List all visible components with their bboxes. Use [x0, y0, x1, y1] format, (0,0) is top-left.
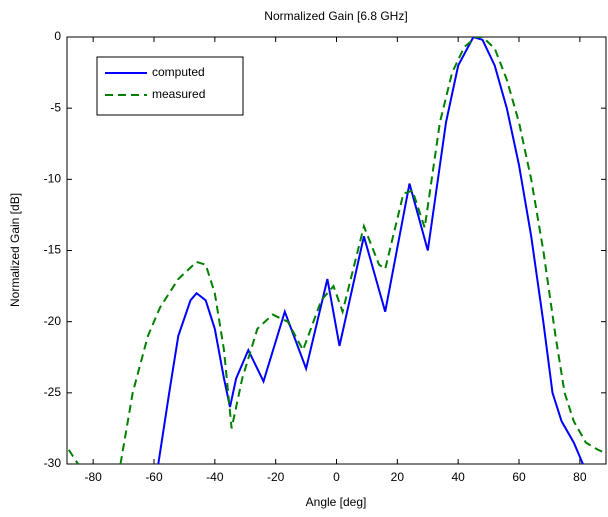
x-tick-label: 60 [512, 470, 526, 484]
y-tick-label: -15 [44, 243, 62, 257]
x-tick-label: -60 [145, 470, 163, 484]
legend-label: computed [152, 65, 205, 79]
x-tick-label: 80 [573, 470, 587, 484]
x-tick-label: 40 [451, 470, 465, 484]
legend-label: measured [152, 87, 205, 101]
x-tick-label: -20 [267, 470, 285, 484]
x-tick-label: -40 [206, 470, 224, 484]
y-tick-label: -5 [50, 100, 61, 114]
legend-box [96, 56, 244, 116]
series-line [157, 37, 584, 464]
y-tick-label: -10 [44, 172, 62, 186]
series-line [67, 37, 605, 464]
x-tick-label: 0 [333, 470, 340, 484]
y-tick-label: -20 [44, 314, 62, 328]
y-tick-label: -30 [44, 456, 62, 470]
x-axis-label: Angle [deg] [306, 495, 367, 509]
x-tick-label: 20 [391, 470, 405, 484]
x-tick-label: -80 [84, 470, 102, 484]
chart-title: Normalized Gain [6.8 GHz] [264, 9, 407, 23]
y-axis-label: Normalized Gain [dB] [8, 193, 22, 307]
y-tick-label: -25 [44, 385, 62, 399]
y-tick-label: 0 [54, 29, 61, 43]
